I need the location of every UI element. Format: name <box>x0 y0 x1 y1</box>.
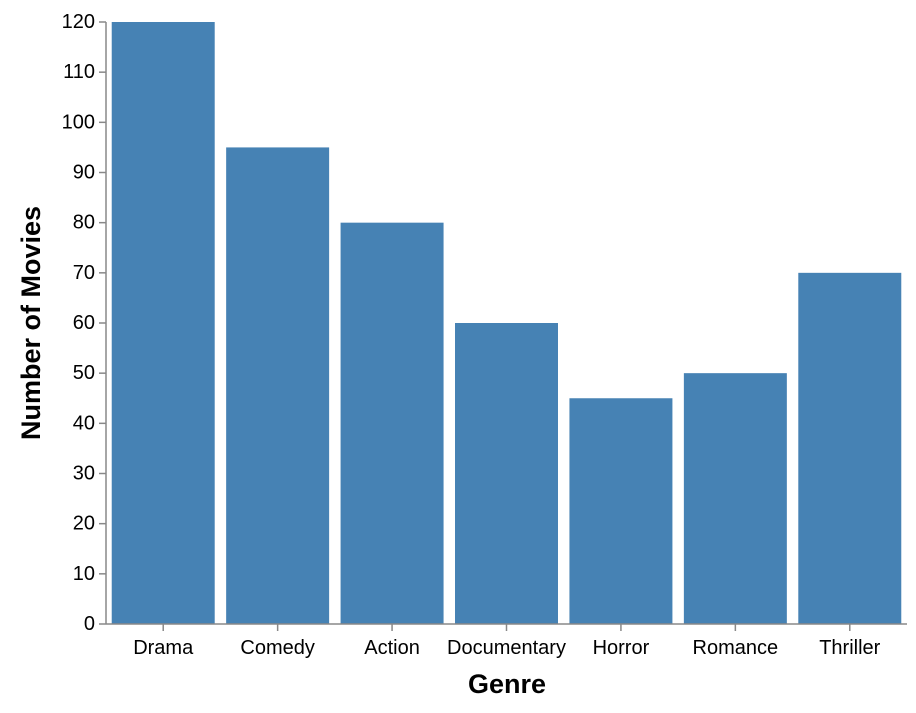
bar-action <box>340 222 444 624</box>
y-axis-title: Number of Movies <box>16 206 46 440</box>
x-tick-label-romance: Romance <box>693 637 779 659</box>
y-axis: 0 10 20 30 40 50 60 70 80 90 100 110 120 <box>62 11 107 635</box>
y-tick-label: 90 <box>73 162 95 184</box>
x-tick-label-action: Action <box>364 637 420 659</box>
y-tick-label: 50 <box>73 362 95 384</box>
y-tick-label: 110 <box>63 61 95 83</box>
y-tick-label: 120 <box>62 11 95 33</box>
y-tick-label: 70 <box>73 262 95 284</box>
y-tick-label: 10 <box>73 563 95 585</box>
x-axis: Drama Comedy Action Documentary Horror Romanc… <box>106 623 907 659</box>
bar-thriller <box>798 272 902 624</box>
y-tick-label: 100 <box>62 111 95 133</box>
y-tick-label: 40 <box>73 412 95 434</box>
y-tick-label: 0 <box>84 613 95 635</box>
bar-horror <box>569 398 673 624</box>
x-axis-title: Genre <box>468 669 546 699</box>
x-tick-label-horror: Horror <box>593 637 650 659</box>
y-tick-label: 60 <box>73 312 95 334</box>
y-tick-label: 20 <box>73 513 95 535</box>
bars-layer <box>111 22 902 624</box>
y-tick-label: 80 <box>73 212 95 234</box>
bar-drama <box>111 22 215 624</box>
bar-comedy <box>226 147 330 624</box>
x-tick-label-drama: Drama <box>133 637 194 659</box>
bar-romance <box>683 373 787 624</box>
x-tick-label-comedy: Comedy <box>240 637 314 659</box>
y-tick-label: 30 <box>73 463 95 485</box>
x-tick-label-thriller: Thriller <box>819 637 880 659</box>
bar-documentary <box>455 323 558 624</box>
x-tick-label-documentary: Documentary <box>447 637 566 659</box>
